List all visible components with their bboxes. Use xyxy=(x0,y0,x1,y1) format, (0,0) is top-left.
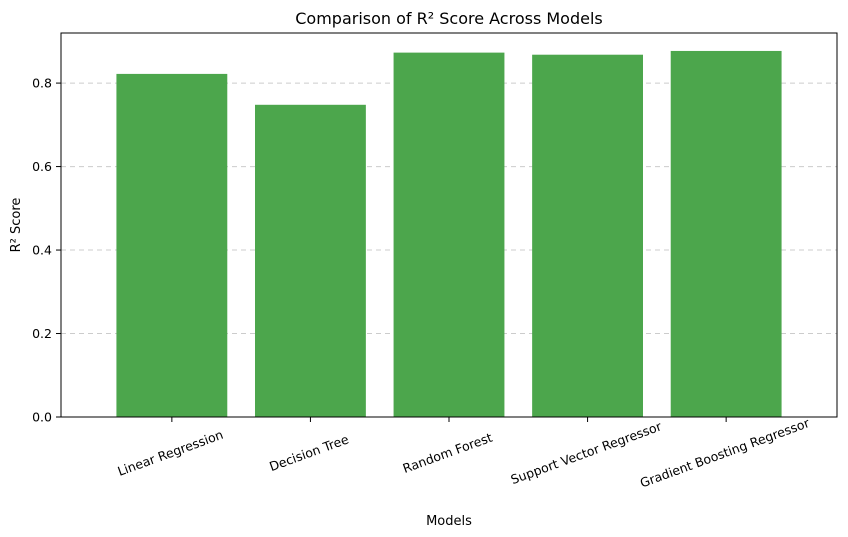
x-tick-label: Decision Tree xyxy=(267,431,351,474)
x-tick-label: Random Forest xyxy=(401,430,495,476)
bars xyxy=(116,50,782,418)
x-axis-label: Models xyxy=(426,514,472,529)
y-axis-label: R² Score xyxy=(9,198,24,253)
bar-linear-regression xyxy=(116,73,228,417)
bar-support-vector-regressor xyxy=(532,54,643,418)
x-axis-ticks: Linear Regression Decision Tree Random For… xyxy=(116,415,813,491)
y-axis-ticks: 0.0 0.2 0.4 0.6 0.8 xyxy=(32,76,61,425)
bar-gradient-boosting-regressor xyxy=(670,50,782,418)
x-tick-label: Gradient Boosting Regressor xyxy=(638,415,812,491)
y-tick-label: 0.8 xyxy=(32,76,52,91)
y-tick-label: 0.6 xyxy=(32,159,52,174)
y-tick-label: 0.0 xyxy=(32,410,52,425)
y-tick-label: 0.4 xyxy=(32,243,52,258)
y-tick-label: 0.2 xyxy=(32,326,52,341)
bar-random-forest xyxy=(393,52,505,417)
chart-title: Comparison of R² Score Across Models xyxy=(295,9,603,28)
x-tick-label: Linear Regression xyxy=(116,427,226,479)
bar-decision-tree xyxy=(255,104,366,417)
